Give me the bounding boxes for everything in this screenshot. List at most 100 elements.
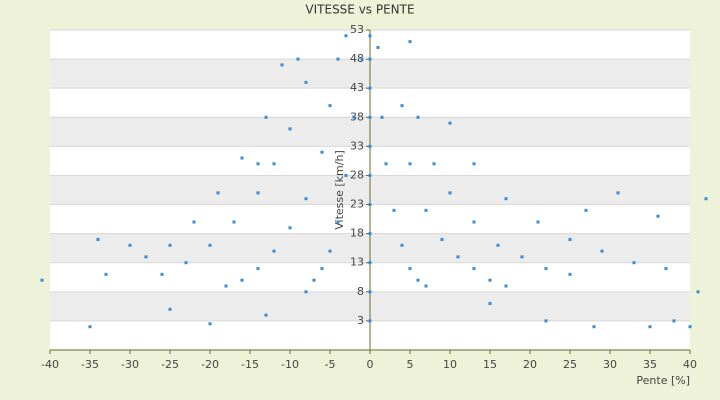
point (168, 307, 172, 311)
point (456, 255, 460, 259)
point (424, 284, 428, 288)
point (368, 232, 372, 236)
point (568, 237, 572, 241)
point (352, 115, 356, 119)
point (440, 237, 444, 241)
point (328, 104, 332, 108)
point (320, 150, 324, 154)
point (656, 214, 660, 218)
y-tick-label: 13 (350, 256, 364, 269)
point (256, 162, 260, 166)
y-tick-label: 33 (350, 139, 364, 152)
point (128, 243, 132, 247)
point (312, 278, 316, 282)
x-axis-title: Pente [%] (636, 374, 690, 387)
x-tick-label: 5 (407, 358, 414, 371)
point (400, 104, 404, 108)
y-tick-label: 48 (350, 52, 364, 65)
y-tick-label: 28 (350, 168, 364, 181)
point (616, 191, 620, 195)
point (264, 313, 268, 317)
point (472, 220, 476, 224)
y-tick-label: 3 (357, 314, 364, 327)
point (368, 57, 372, 61)
point (344, 34, 348, 38)
y-tick-label: 43 (350, 81, 364, 94)
point (592, 325, 596, 329)
x-tick-label: 35 (643, 358, 657, 371)
point (272, 249, 276, 253)
point (272, 162, 276, 166)
point (256, 267, 260, 271)
y-tick-label: 8 (357, 285, 364, 298)
point (424, 208, 428, 212)
x-tick-label: 40 (683, 358, 697, 371)
point (40, 278, 44, 282)
y-tick-label: 18 (350, 227, 364, 240)
point (280, 63, 284, 67)
point (224, 284, 228, 288)
point (520, 255, 524, 259)
point (368, 173, 372, 177)
point (208, 243, 212, 247)
point (288, 127, 292, 131)
point (368, 115, 372, 119)
point (368, 34, 372, 38)
point (328, 249, 332, 253)
point (288, 226, 292, 230)
x-tick-label: -5 (325, 358, 336, 371)
point (88, 325, 92, 329)
point (256, 191, 260, 195)
point (384, 162, 388, 166)
point (232, 220, 236, 224)
point (304, 80, 308, 84)
point (448, 121, 452, 125)
point (504, 197, 508, 201)
point (380, 115, 384, 119)
point (240, 278, 244, 282)
point (360, 57, 364, 61)
point (104, 272, 108, 276)
point (664, 267, 668, 271)
point (632, 261, 636, 265)
point (368, 290, 372, 294)
y-axis-title: Vitesse [km/h] (333, 150, 346, 230)
x-tick-label: 15 (483, 358, 497, 371)
x-tick-label: -20 (201, 358, 219, 371)
point (192, 220, 196, 224)
point (496, 243, 500, 247)
point (568, 272, 572, 276)
point (320, 267, 324, 271)
point (472, 267, 476, 271)
point (344, 173, 348, 177)
x-tick-label: -25 (161, 358, 179, 371)
x-tick-label: 20 (523, 358, 537, 371)
point (208, 322, 212, 326)
point (264, 115, 268, 119)
x-tick-label: 30 (603, 358, 617, 371)
point (536, 220, 540, 224)
point (144, 255, 148, 259)
chart-title: VITESSE vs PENTE (305, 3, 414, 17)
x-tick-label: -10 (281, 358, 299, 371)
point (304, 197, 308, 201)
point (408, 267, 412, 271)
point (392, 208, 396, 212)
x-tick-label: 0 (367, 358, 374, 371)
point (688, 325, 692, 329)
y-tick-label: 23 (350, 198, 364, 211)
point (408, 162, 412, 166)
point (488, 278, 492, 282)
point (672, 319, 676, 323)
x-tick-label: -35 (81, 358, 99, 371)
point (368, 203, 372, 207)
point (696, 290, 700, 294)
point (408, 40, 412, 44)
x-tick-label: -40 (41, 358, 59, 371)
point (432, 162, 436, 166)
point (336, 57, 340, 61)
point (648, 325, 652, 329)
point (544, 267, 548, 271)
point (368, 319, 372, 323)
